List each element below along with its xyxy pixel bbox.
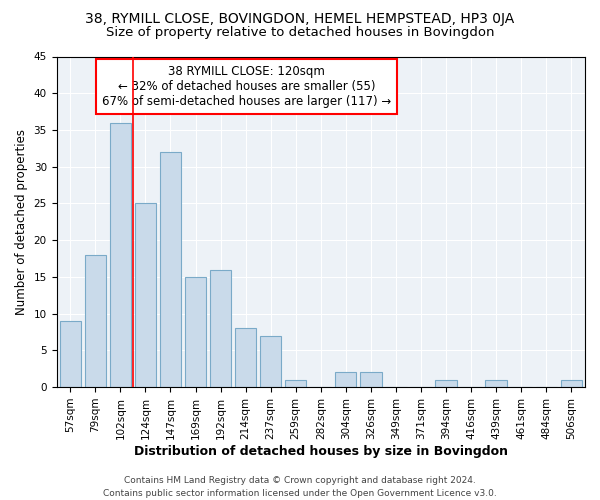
Bar: [59, 321, 81, 387]
Bar: [85, 255, 106, 387]
Text: Size of property relative to detached houses in Bovingdon: Size of property relative to detached ho…: [106, 26, 494, 39]
Bar: [285, 380, 307, 387]
Bar: [485, 380, 507, 387]
Bar: [185, 277, 206, 387]
Bar: [260, 336, 281, 387]
Text: Contains HM Land Registry data © Crown copyright and database right 2024.
Contai: Contains HM Land Registry data © Crown c…: [103, 476, 497, 498]
Bar: [560, 380, 582, 387]
X-axis label: Distribution of detached houses by size in Bovingdon: Distribution of detached houses by size …: [134, 444, 508, 458]
Bar: [210, 270, 231, 387]
Text: 38 RYMILL CLOSE: 120sqm
← 32% of detached houses are smaller (55)
67% of semi-de: 38 RYMILL CLOSE: 120sqm ← 32% of detache…: [102, 65, 391, 108]
Bar: [160, 152, 181, 387]
Text: 38, RYMILL CLOSE, BOVINGDON, HEMEL HEMPSTEAD, HP3 0JA: 38, RYMILL CLOSE, BOVINGDON, HEMEL HEMPS…: [85, 12, 515, 26]
Bar: [110, 122, 131, 387]
Bar: [360, 372, 382, 387]
Bar: [335, 372, 356, 387]
Bar: [235, 328, 256, 387]
Bar: [135, 204, 156, 387]
Y-axis label: Number of detached properties: Number of detached properties: [15, 129, 28, 315]
Bar: [436, 380, 457, 387]
